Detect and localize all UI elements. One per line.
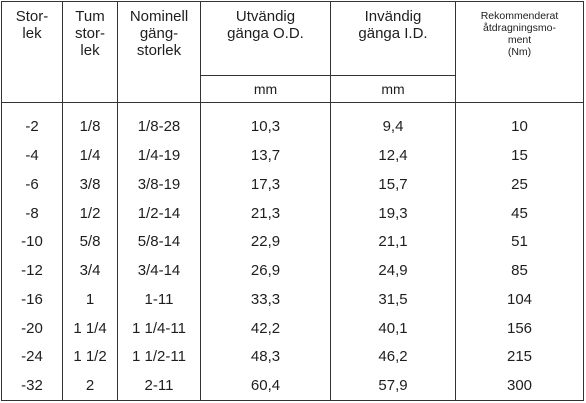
table-cell: 2-11: [117, 371, 201, 401]
table-row: -20 1 1/4 1 1/4-11 42,2 40,1 156: [1, 313, 584, 343]
table-cell: 46,2: [330, 342, 456, 372]
table-row: -24 1 1/2 1 1/2-11 48,3 46,2 215: [1, 342, 584, 372]
header-cell: Rekommenderat åtdragningsmo- ment (Nm): [455, 1, 584, 103]
table-cell: -16: [1, 284, 63, 314]
table-row: -8 1/2 1/2-14 21,3 19,3 45: [1, 198, 584, 228]
table-row: -12 3/4 3/4-14 26,9 24,9 85: [1, 256, 584, 285]
table-cell: -2: [1, 102, 63, 142]
table-cell: 45: [455, 198, 584, 228]
table-cell: -10: [1, 227, 63, 257]
table-body: -2 1/8 1/8-28 10,3 9,4 10 -4 1/4 1/4-19 13,7 12,4 1…: [1, 102, 584, 401]
header-cell: Stor- lek: [1, 1, 63, 103]
table-cell: 85: [455, 256, 584, 285]
table-cell: 1: [62, 284, 118, 314]
table-cell: -20: [1, 313, 63, 343]
table-cell: 21,1: [330, 227, 456, 257]
table-cell: -12: [1, 256, 63, 285]
table-cell: 1 1/4: [62, 313, 118, 343]
table-cell: 1 1/2-11: [117, 342, 201, 372]
header-cell: Tum stor- lek: [62, 1, 118, 103]
table-cell: -32: [1, 371, 63, 401]
table-cell: 51: [455, 227, 584, 257]
table-cell: 3/4-14: [117, 256, 201, 285]
table-cell: 10,3: [200, 102, 331, 142]
table-cell: 31,5: [330, 284, 456, 314]
table-cell: 15,7: [330, 170, 456, 199]
table-cell: 104: [455, 284, 584, 314]
table-cell: -6: [1, 170, 63, 199]
table-cell: 9,4: [330, 102, 456, 142]
table-cell: 1 1/4-11: [117, 313, 201, 343]
table-row: -16 1 1-11 33,3 31,5 104: [1, 284, 584, 314]
table-cell: 42,2: [200, 313, 331, 343]
table-cell: 3/8-19: [117, 170, 201, 199]
table-cell: 15: [455, 141, 584, 171]
table-cell: 1-11: [117, 284, 201, 314]
table-cell: 13,7: [200, 141, 331, 171]
table-row: -2 1/8 1/8-28 10,3 9,4 10: [1, 102, 584, 142]
table-cell: 5/8-14: [117, 227, 201, 257]
table-cell: 48,3: [200, 342, 331, 372]
table-row: -32 2 2-11 60,4 57,9 300: [1, 371, 584, 401]
table-cell: 26,9: [200, 256, 331, 285]
unit-cell: mm: [330, 75, 456, 103]
table-cell: 1/2: [62, 198, 118, 228]
table-cell: 25: [455, 170, 584, 199]
table-row: -10 5/8 5/8-14 22,9 21,1 51: [1, 227, 584, 257]
table-cell: 3/4: [62, 256, 118, 285]
table-cell: 1/8-28: [117, 102, 201, 142]
table-cell: 300: [455, 371, 584, 401]
header-cell: Invändig gänga I.D.: [330, 1, 456, 76]
table-cell: -8: [1, 198, 63, 228]
table-cell: 1/2-14: [117, 198, 201, 228]
table-cell: -4: [1, 141, 63, 171]
table-cell: 1/4: [62, 141, 118, 171]
table-cell: 21,3: [200, 198, 331, 228]
table-cell: 2: [62, 371, 118, 401]
table-cell: 156: [455, 313, 584, 343]
table-cell: 1 1/2: [62, 342, 118, 372]
unit-cell: mm: [200, 75, 331, 103]
table-cell: 17,3: [200, 170, 331, 199]
table-cell: 57,9: [330, 371, 456, 401]
table-row: -6 3/8 3/8-19 17,3 15,7 25: [1, 170, 584, 199]
table-cell: 19,3: [330, 198, 456, 228]
table-cell: 60,4: [200, 371, 331, 401]
table-cell: -24: [1, 342, 63, 372]
table-cell: 24,9: [330, 256, 456, 285]
table-cell: 215: [455, 342, 584, 372]
table-cell: 33,3: [200, 284, 331, 314]
table-cell: 5/8: [62, 227, 118, 257]
table-cell: 40,1: [330, 313, 456, 343]
table-cell: 22,9: [200, 227, 331, 257]
table-cell: 1/4-19: [117, 141, 201, 171]
table-row: -4 1/4 1/4-19 13,7 12,4 15: [1, 141, 584, 171]
table-cell: 3/8: [62, 170, 118, 199]
table-cell: 12,4: [330, 141, 456, 171]
table-cell: 10: [455, 102, 584, 142]
header-cell: Utvändig gänga O.D.: [200, 1, 331, 76]
header-cell: Nominell gäng- storlek: [117, 1, 201, 103]
table-cell: 1/8: [62, 102, 118, 142]
